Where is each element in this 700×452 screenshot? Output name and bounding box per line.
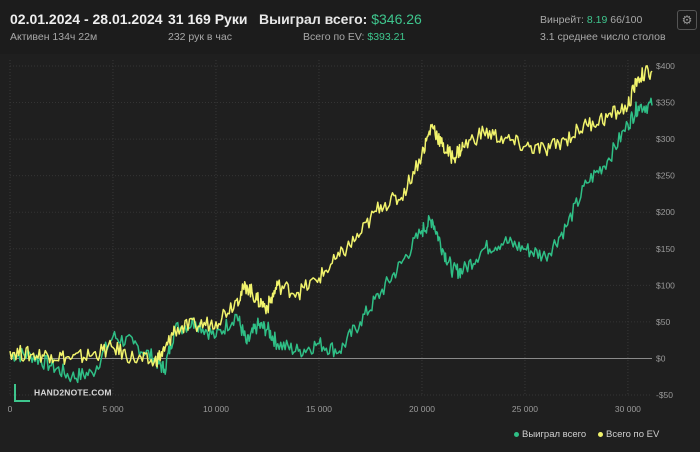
y-tick-label: -$50 <box>656 390 673 400</box>
chart-grid <box>9 60 652 396</box>
legend-won-marker <box>514 431 519 437</box>
legend-ev-marker <box>598 431 603 437</box>
ev-value: $393.21 <box>367 31 406 43</box>
y-tick-label: $400 <box>656 61 675 71</box>
hands-per-hour: 232 рук в час <box>168 31 232 43</box>
profit-chart: -$50 $0 $50 $100 $150 $200 $250 $300 $350 $400 0 5… <box>8 60 675 414</box>
y-tick-label: $300 <box>656 134 675 144</box>
y-tick-label: $50 <box>656 317 670 327</box>
y-tick-label: $150 <box>656 244 675 254</box>
y-tick-label: $250 <box>656 171 675 181</box>
hands-count: 31 169 Руки <box>168 11 248 27</box>
won-label: Выиграл всего: <box>259 11 368 27</box>
chart-series <box>9 65 653 384</box>
y-tick-label: $200 <box>656 207 675 217</box>
won-value: $346.26 <box>371 11 422 27</box>
legend-ev-label: Всего по EV <box>606 429 660 440</box>
y-axis: -$50 $0 $50 $100 $150 $200 $250 $300 $350 $400 <box>656 61 675 400</box>
x-tick-label: 5 000 <box>102 404 124 414</box>
avg-tables: 3.1 среднее число столов <box>540 31 666 43</box>
date-range[interactable]: 02.01.2024 - 28.01.2024 <box>10 11 163 27</box>
hand2note-logo: HAND2NOTE.COM <box>14 384 112 402</box>
x-tick-label: 20 000 <box>409 404 435 414</box>
won-total: Выиграл всего: $346.26 <box>259 11 422 27</box>
ev-total: Всего по EV: $393.21 <box>303 31 405 43</box>
y-tick-label: $350 <box>656 98 675 108</box>
winrate: Винрейт: 8.19 66/100 <box>540 14 642 26</box>
x-tick-label: 0 <box>8 404 13 414</box>
x-tick-label: 30 000 <box>615 404 641 414</box>
y-tick-label: $0 <box>656 353 666 363</box>
active-time: Активен 134ч 22м <box>10 31 98 43</box>
x-tick-label: 10 000 <box>203 404 229 414</box>
ev-series-line <box>9 65 653 368</box>
x-tick-label: 25 000 <box>512 404 538 414</box>
x-axis: 0 5 000 10 000 15 000 20 000 25 000 30 000 <box>8 404 642 414</box>
stats-header <box>0 0 700 54</box>
winrate-value: 8.19 <box>586 14 608 26</box>
gear-icon[interactable]: ⚙ <box>677 10 697 30</box>
legend-ev[interactable]: Всего по EV <box>598 429 659 440</box>
y-tick-label: $100 <box>656 280 675 290</box>
ev-label: Всего по EV: <box>303 31 365 43</box>
legend-won-label: Выиграл всего <box>522 429 587 440</box>
won-series-line <box>9 97 653 384</box>
legend-won[interactable]: Выиграл всего <box>514 429 586 440</box>
winrate-unit: 66/100 <box>610 14 643 26</box>
x-tick-label: 15 000 <box>306 404 332 414</box>
winrate-label: Винрейт: <box>540 14 584 26</box>
